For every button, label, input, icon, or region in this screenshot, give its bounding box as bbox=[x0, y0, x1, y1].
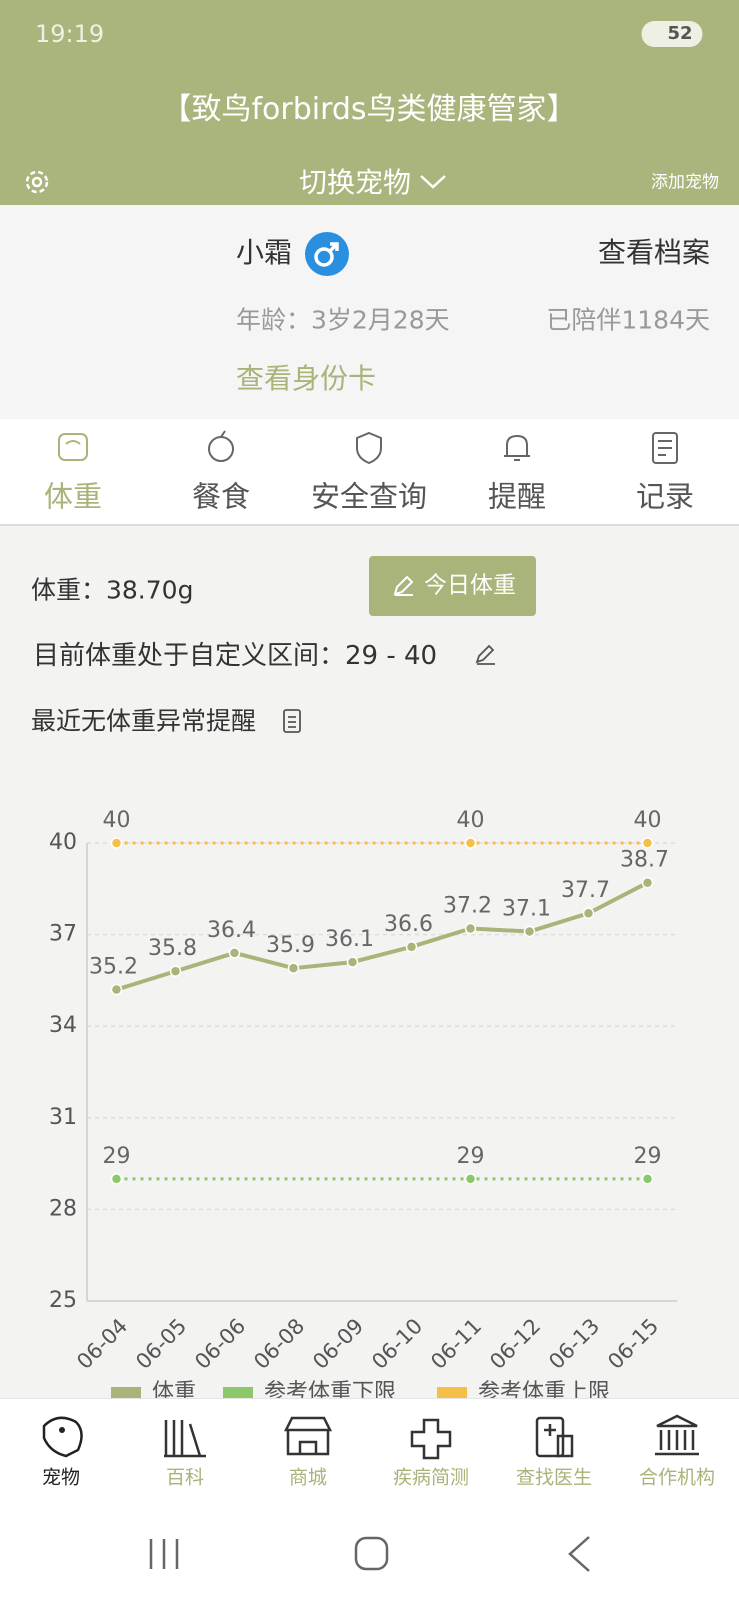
pet-age: 年龄：3岁2月28天 bbox=[236, 305, 450, 335]
weight-range: 目前体重处于自定义区间：29 - 40 bbox=[33, 641, 438, 671]
data-point bbox=[228, 947, 241, 959]
data-point bbox=[464, 922, 477, 935]
data-point bbox=[523, 925, 536, 938]
bottom-nav bbox=[0, 1398, 739, 1600]
button-label[interactable]: 今日体重 bbox=[424, 572, 516, 599]
x-tick-label: 06-06 bbox=[190, 1314, 250, 1374]
legend-swatch bbox=[223, 1387, 253, 1399]
x-tick-label: 06-09 bbox=[308, 1314, 368, 1374]
x-tick-label: 06-10 bbox=[367, 1314, 427, 1374]
data-label: 35.8 bbox=[148, 936, 197, 961]
x-tick-label: 06-15 bbox=[603, 1314, 663, 1374]
data-label: 37.2 bbox=[443, 893, 492, 918]
data-point bbox=[405, 941, 418, 953]
data-point bbox=[110, 1173, 123, 1185]
y-tick-label: 37 bbox=[49, 922, 77, 947]
y-tick-label: 31 bbox=[49, 1105, 77, 1130]
app-title: 【致鸟forbirds鸟类健康管家】 bbox=[161, 92, 577, 127]
tab-icons bbox=[58, 430, 678, 465]
data-point bbox=[346, 956, 359, 968]
data-point bbox=[641, 1173, 654, 1185]
pet-name: 小霜 bbox=[236, 236, 293, 269]
data-label: 35.2 bbox=[89, 955, 138, 980]
alert-text: 最近无体重异常提醒 bbox=[31, 706, 257, 736]
switch-pet[interactable]: 切换宠物 bbox=[298, 166, 412, 199]
data-label: 36.6 bbox=[384, 912, 433, 937]
data-point bbox=[641, 876, 654, 889]
data-label: 36.4 bbox=[207, 918, 256, 943]
nav-item[interactable]: 商城 bbox=[288, 1466, 328, 1489]
nav-item[interactable]: 查找医生 bbox=[515, 1466, 593, 1489]
companion-days: 已陪伴1184天 bbox=[546, 305, 710, 335]
data-point bbox=[169, 965, 182, 977]
y-tick-label: 40 bbox=[49, 830, 77, 855]
x-tick-label: 06-04 bbox=[72, 1314, 132, 1374]
data-label: 29 bbox=[103, 1144, 131, 1169]
view-profile[interactable]: 查看档案 bbox=[597, 236, 710, 269]
tab-bar bbox=[0, 419, 739, 526]
data-label: 38.7 bbox=[620, 848, 669, 873]
legend-swatch bbox=[111, 1387, 141, 1399]
data-label: 40 bbox=[634, 808, 662, 833]
pencil-icon bbox=[393, 575, 414, 596]
nav-icons bbox=[42, 1414, 699, 1460]
legend-swatch bbox=[437, 1387, 467, 1399]
data-label: 36.1 bbox=[325, 927, 374, 952]
data-point bbox=[464, 1173, 477, 1185]
x-tick-label: 06-08 bbox=[249, 1314, 309, 1374]
status-time: 19:19 bbox=[35, 20, 105, 48]
y-tick-label: 25 bbox=[49, 1288, 77, 1313]
tab[interactable]: 记录 bbox=[635, 479, 695, 514]
system-nav bbox=[149, 1536, 590, 1572]
tab[interactable]: 提醒 bbox=[487, 479, 547, 514]
x-tick-label: 06-11 bbox=[426, 1314, 486, 1374]
tab-active[interactable]: 体重 bbox=[43, 479, 103, 514]
chevron bbox=[420, 175, 446, 189]
data-label: 37.7 bbox=[561, 878, 610, 903]
nav-item[interactable]: 合作机构 bbox=[638, 1466, 716, 1489]
data-label: 35.9 bbox=[266, 933, 315, 958]
data-label: 29 bbox=[634, 1144, 662, 1169]
nav-item[interactable]: 疾病简测 bbox=[392, 1466, 470, 1489]
nav-item[interactable]: 百科 bbox=[165, 1466, 205, 1489]
add-pet[interactable]: 添加宠物 bbox=[651, 172, 719, 193]
settings-icon[interactable] bbox=[23, 168, 51, 196]
data-point bbox=[287, 962, 300, 974]
x-tick-label: 06-13 bbox=[544, 1314, 604, 1374]
battery: 52 bbox=[641, 21, 703, 47]
tab[interactable]: 安全查询 bbox=[310, 479, 428, 514]
y-tick-label: 34 bbox=[49, 1013, 77, 1038]
data-point bbox=[110, 983, 123, 996]
tab[interactable]: 餐食 bbox=[191, 479, 251, 514]
series-line bbox=[115, 880, 649, 992]
data-label: 37.1 bbox=[502, 897, 551, 922]
data-label: 40 bbox=[457, 808, 485, 833]
pencil-icon[interactable] bbox=[474, 643, 498, 667]
data-point bbox=[110, 837, 123, 849]
data-point bbox=[641, 837, 654, 849]
data-point bbox=[582, 907, 595, 919]
x-tick-label: 06-05 bbox=[131, 1314, 191, 1374]
data-point bbox=[464, 837, 477, 849]
header-bg bbox=[0, 0, 739, 205]
data-label: 29 bbox=[457, 1144, 485, 1169]
x-tick-label: 06-12 bbox=[485, 1314, 545, 1374]
pet-card bbox=[0, 205, 739, 419]
id-card-link[interactable]: 查看身份卡 bbox=[236, 362, 377, 395]
current-weight: 体重：38.70g bbox=[31, 575, 194, 605]
nav-item-active[interactable]: 宠物 bbox=[41, 1466, 81, 1489]
male-icon bbox=[305, 232, 349, 276]
y-tick-label: 28 bbox=[49, 1196, 77, 1221]
list-icon[interactable] bbox=[282, 708, 302, 734]
data-label: 40 bbox=[103, 808, 131, 833]
